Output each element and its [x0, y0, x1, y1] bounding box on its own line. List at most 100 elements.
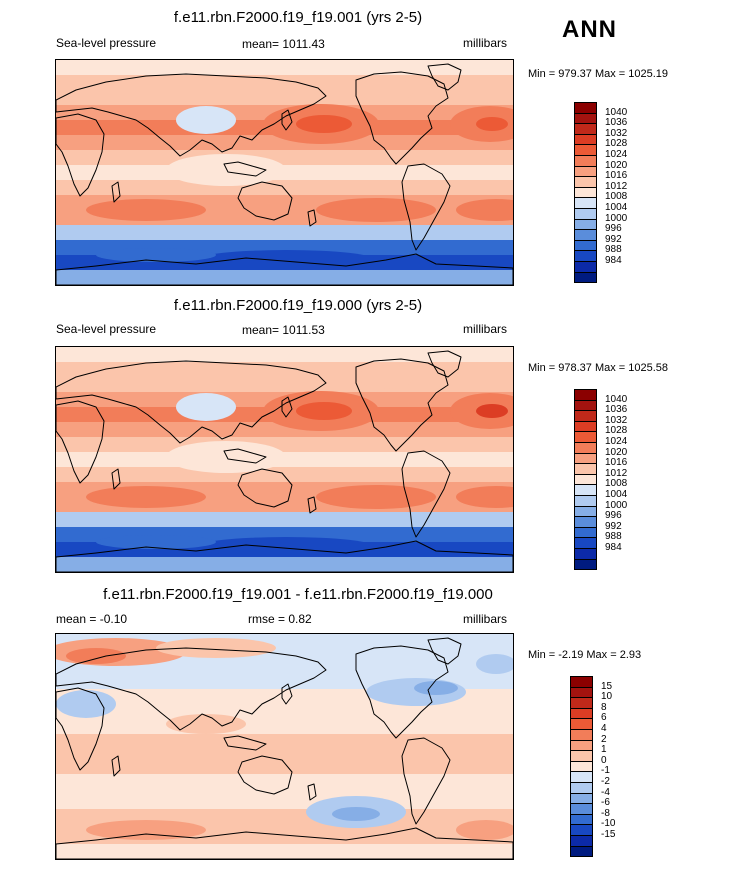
colorbar-tick-label: 1016: [605, 457, 628, 469]
colorbar-tick-label: -10: [601, 818, 616, 830]
season-label: ANN: [562, 16, 617, 43]
coastline: [237, 755, 293, 795]
pressure-cell: [476, 654, 513, 674]
coastline: [281, 396, 293, 418]
pressure-band: [56, 437, 513, 453]
pressure-cell: [456, 820, 513, 840]
colorbar-tick-label: 988: [605, 531, 622, 543]
panel-2-title: f.e11.rbn.F2000.f19_f19.000 (yrs 2-5): [173, 297, 423, 314]
coastline: [401, 737, 451, 825]
coastline: [56, 73, 327, 157]
pressure-cell: [86, 820, 206, 840]
coastline: [355, 358, 449, 452]
panel-3-map: [55, 633, 514, 860]
colorbar-tick-label: 988: [605, 244, 622, 256]
colorbar-tick-label: 15: [601, 680, 613, 692]
pressure-cell: [56, 690, 116, 718]
pressure-cell: [166, 714, 246, 734]
colorbar-tick-label: -4: [601, 786, 610, 798]
coastline: [307, 496, 317, 514]
coastline: [223, 735, 267, 751]
coastline: [355, 71, 449, 165]
panel-3-minmax: Min = -2.19 Max = 2.93: [528, 649, 642, 661]
pressure-band: [56, 225, 513, 241]
colorbar-tick-label: 2: [601, 733, 607, 745]
pressure-cell: [476, 404, 508, 418]
pressure-cell: [96, 248, 216, 262]
panel-2-map: [55, 346, 514, 573]
coastline: [307, 783, 317, 801]
panel-2-mean: mean= 1011.53: [242, 323, 325, 337]
colorbar-tick-label: 1020: [605, 159, 628, 171]
pressure-cell: [296, 115, 352, 133]
coastline: [56, 360, 327, 444]
colorbar-tick-label: -1: [601, 765, 610, 777]
colorbar-tick-label: 992: [605, 233, 622, 245]
coastline: [237, 181, 293, 221]
pressure-band: [56, 557, 513, 572]
panel-1-variable: Sea-level pressure: [56, 36, 157, 50]
colorbar-tick-label: 1028: [605, 425, 628, 437]
coastline: [111, 181, 121, 203]
pressure-cell: [196, 537, 376, 557]
pressure-cell: [166, 154, 286, 186]
coastline: [56, 827, 513, 859]
pressure-cell: [316, 198, 436, 222]
colorbar-tick-label: 1024: [605, 149, 628, 160]
colorbar-tick-label: 0: [601, 754, 607, 766]
colorbar-tick-label: 1008: [605, 191, 628, 203]
panel-1-units: millibars: [463, 36, 508, 50]
pressure-cell: [358, 78, 414, 102]
colorbar-tick-label: 1012: [605, 467, 628, 479]
colorbar-tick-label: 8: [601, 701, 607, 713]
pressure-cell: [476, 117, 508, 131]
panel-3-title: f.e11.rbn.F2000.f19_f19.001 - f.e11.rbn.…: [103, 586, 493, 603]
coastline: [56, 647, 327, 731]
pressure-cell: [414, 681, 458, 695]
coastline: [427, 63, 462, 91]
coastline: [56, 540, 513, 572]
pressure-cell: [358, 365, 414, 389]
pressure-cell: [176, 393, 236, 421]
coastline: [223, 161, 267, 177]
panel-3-mean: mean = -0.10: [56, 612, 128, 626]
coastline: [56, 113, 105, 197]
colorbar-tick-label: 996: [605, 223, 622, 235]
pressure-band: [56, 90, 513, 106]
pressure-band: [56, 150, 513, 166]
colorbar-tick-label: 1008: [605, 478, 628, 490]
coastline: [56, 687, 105, 771]
panel-2-units: millibars: [463, 322, 508, 336]
coastline: [307, 209, 317, 227]
pressure-cell: [156, 638, 276, 658]
panel-3-units: millibars: [463, 612, 508, 626]
panel-2-variable: Sea-level pressure: [56, 322, 157, 336]
colorbar-tick-label: 1000: [605, 212, 628, 224]
coastline: [56, 253, 513, 285]
colorbar-tick-label: 1036: [605, 117, 628, 129]
pressure-band: [56, 60, 513, 76]
pressure-band: [56, 270, 513, 285]
colorbar-tick-label: 1028: [605, 138, 628, 150]
panel-1-minmax: Min = 979.37 Max = 1025.19: [528, 68, 669, 80]
coastline: [281, 109, 293, 131]
pressure-cell: [456, 486, 513, 508]
coastline: [401, 450, 451, 538]
coastline: [401, 163, 451, 251]
colorbar-tick-label: 10: [601, 691, 613, 703]
colorbar-tick-label: 1012: [605, 180, 628, 192]
colorbar-tick-label: 1032: [605, 127, 628, 139]
pressure-cell: [332, 807, 380, 821]
panel-1-mean: mean= 1011.43: [242, 37, 325, 51]
coastline: [223, 448, 267, 464]
pressure-band: [56, 347, 513, 363]
panel-1-map: [55, 59, 514, 286]
pressure-cell: [66, 648, 126, 664]
pressure-cell: [176, 106, 236, 134]
colorbar-tick-label: -15: [601, 829, 616, 840]
colorbar-tick-label: -8: [601, 807, 610, 819]
pressure-band: [56, 734, 513, 774]
pressure-cell: [316, 485, 436, 509]
coastline: [427, 637, 462, 665]
pressure-band: [56, 377, 513, 393]
